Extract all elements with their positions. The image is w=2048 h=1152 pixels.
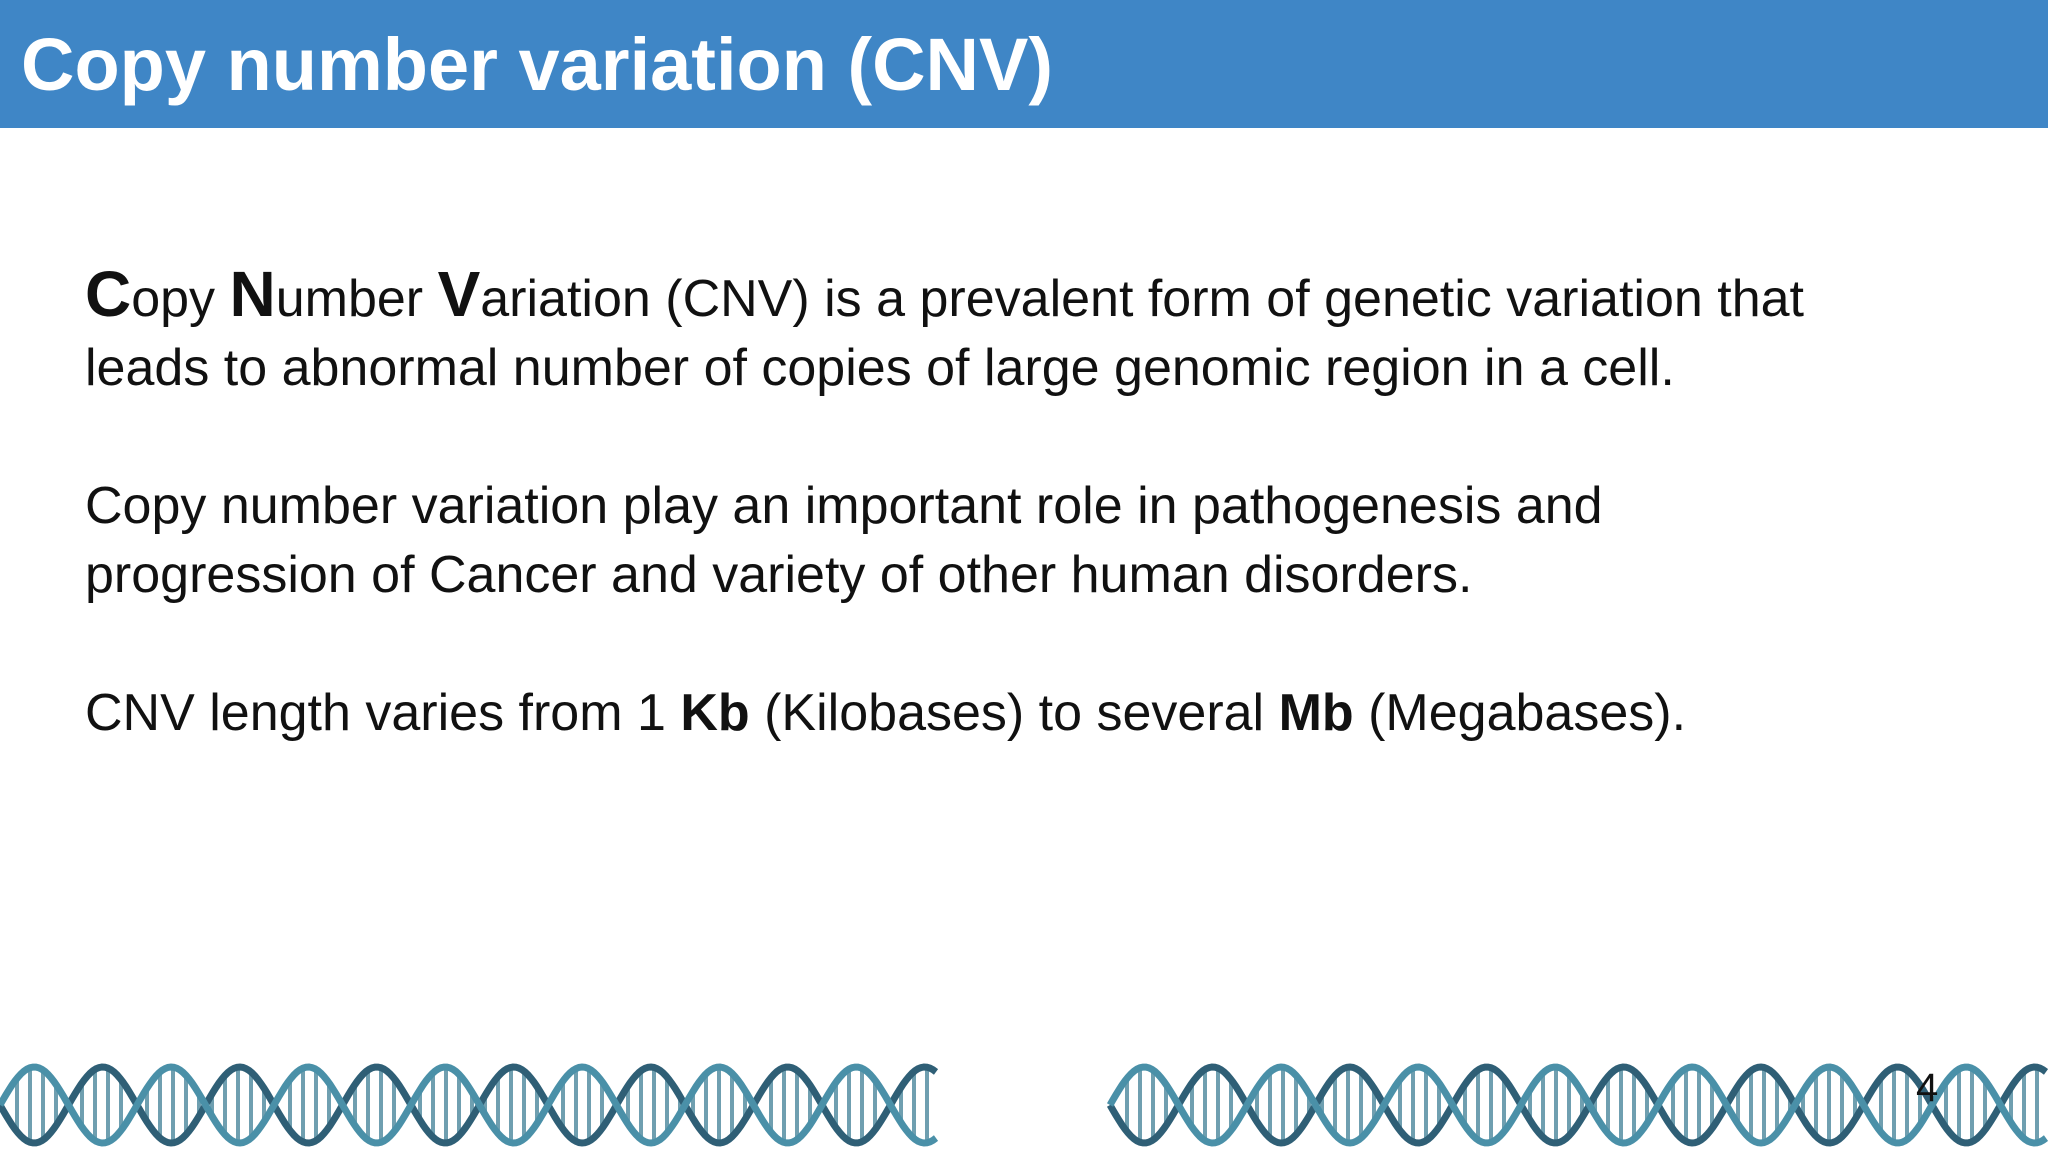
helix-part (1106, 1063, 2048, 1147)
text: umber (275, 270, 438, 328)
text: CNV length varies from 1 (85, 684, 681, 742)
dna-decoration (0, 1063, 2048, 1147)
paragraph: Copy Number Variation (CNV) is a prevale… (85, 260, 1885, 403)
slide-body: Copy Number Variation (CNV) is a prevale… (85, 260, 1885, 817)
bold-text: N (229, 258, 276, 330)
page-number: 4 (1916, 1066, 1939, 1110)
paragraph: CNV length varies from 1 Kb (Kilobases) … (85, 679, 1885, 748)
bold-text: C (85, 258, 132, 330)
bold-text: Mb (1278, 684, 1354, 742)
bold-text: Kb (680, 684, 750, 742)
text: (Megabases). (1353, 684, 1687, 742)
text: opy (131, 270, 230, 328)
header-bar: Copy number variation (CNV) (0, 0, 2048, 128)
text: Copy number variation play an important … (85, 477, 1603, 604)
slide-title: Copy number variation (CNV) (21, 23, 1053, 106)
bold-text: V (437, 258, 481, 330)
paragraph: Copy number variation play an important … (85, 472, 1885, 610)
text: ariation (CNV) is a prevalent form of ge… (85, 270, 1804, 397)
helix-part (0, 1063, 939, 1147)
helix-part (0, 1063, 939, 1147)
helix-part (1106, 1063, 2048, 1147)
text: (Kilobases) to several (749, 684, 1279, 742)
